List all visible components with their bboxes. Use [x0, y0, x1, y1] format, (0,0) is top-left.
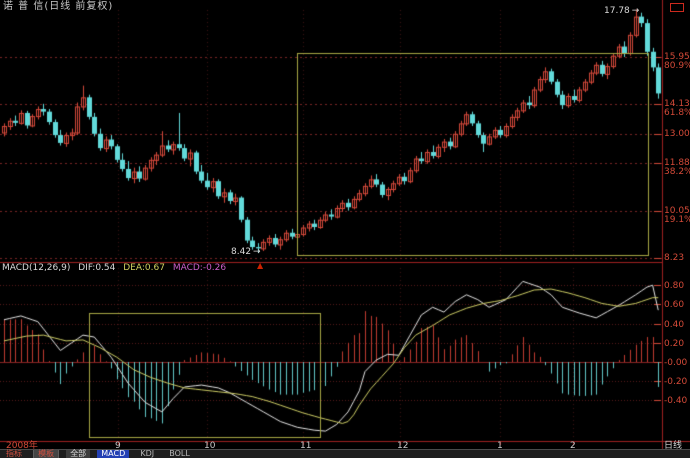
tab-boll[interactable]: BOLL — [169, 449, 190, 458]
macd-params-label: MACD(12,26,9) — [2, 263, 71, 273]
high-price-callout: 17.78 → — [604, 7, 639, 16]
macd-value-label: MACD:-0.26 — [172, 263, 227, 273]
period-label[interactable]: 日线 — [664, 441, 683, 451]
fib-level-price-label: 11.88 — [664, 157, 690, 168]
fib-level-percent-label: 38.2% — [664, 166, 690, 177]
month-tick-label: 10 — [204, 441, 216, 451]
month-tick-label: 12 — [397, 441, 409, 451]
drawing-tool-button[interactable] — [670, 3, 684, 12]
year-label: 2008年 — [6, 441, 38, 451]
fib-level-percent-label: 19.1% — [664, 214, 690, 225]
dif-value-label: DIF:0.54 — [78, 263, 116, 273]
fib-level-percent-label: 61.8% — [664, 107, 690, 118]
indicator-tab-bar: 指标 模板 全部 MACD KDJ BOLL — [0, 449, 690, 458]
macd-axis-label: -0.00 — [664, 357, 688, 368]
high-price-label: 17.78 — [604, 6, 630, 16]
month-tick-label: 2 — [570, 441, 576, 451]
macd-parameter-row: MACD(12,26,9) DIF:0.54 DEA:0.67 MACD:-0.… — [2, 264, 226, 273]
fib-level-percent-label: 80.9% — [664, 60, 690, 71]
macd-axis-label: 0.40 — [664, 319, 685, 330]
fib-level-price-label: 8.23 — [664, 252, 685, 263]
macd-axis-label: 0.20 — [664, 338, 685, 349]
tab-all[interactable]: 全部 — [66, 450, 91, 458]
month-tick-label: 1 — [497, 441, 503, 451]
dea-value-label: DEA:0.67 — [123, 263, 165, 273]
fib-level-price-label: 15.95 — [664, 51, 690, 62]
low-price-label: 8.42 — [231, 247, 252, 257]
tab-template[interactable]: 模板 — [33, 450, 60, 458]
fib-tool-handle-icon[interactable]: ▲ — [257, 261, 264, 270]
month-tick-label: 11 — [300, 441, 312, 451]
month-tick-label: 9 — [115, 441, 121, 451]
macd-axis-label: 0.60 — [664, 299, 685, 310]
macd-axis-label: -0.40 — [664, 395, 688, 406]
low-arrow-icon: → — [253, 247, 261, 257]
tab-macd[interactable]: MACD — [97, 450, 130, 458]
tab-kdj[interactable]: KDJ — [140, 449, 155, 458]
stock-title: 诺 普 信(日线 前复权) — [3, 1, 114, 12]
fib-level-price-label: 14.13 — [664, 98, 690, 109]
tab-indicator[interactable]: 指标 — [6, 449, 22, 458]
fib-level-price-label: 13.00 — [664, 128, 690, 139]
macd-axis-label: 0.80 — [664, 280, 685, 291]
high-arrow-icon: → — [631, 6, 640, 16]
macd-axis-label: -0.20 — [664, 376, 688, 387]
low-price-callout: 8.42 → — [231, 248, 261, 257]
fib-level-price-label: 10.05 — [664, 205, 690, 216]
